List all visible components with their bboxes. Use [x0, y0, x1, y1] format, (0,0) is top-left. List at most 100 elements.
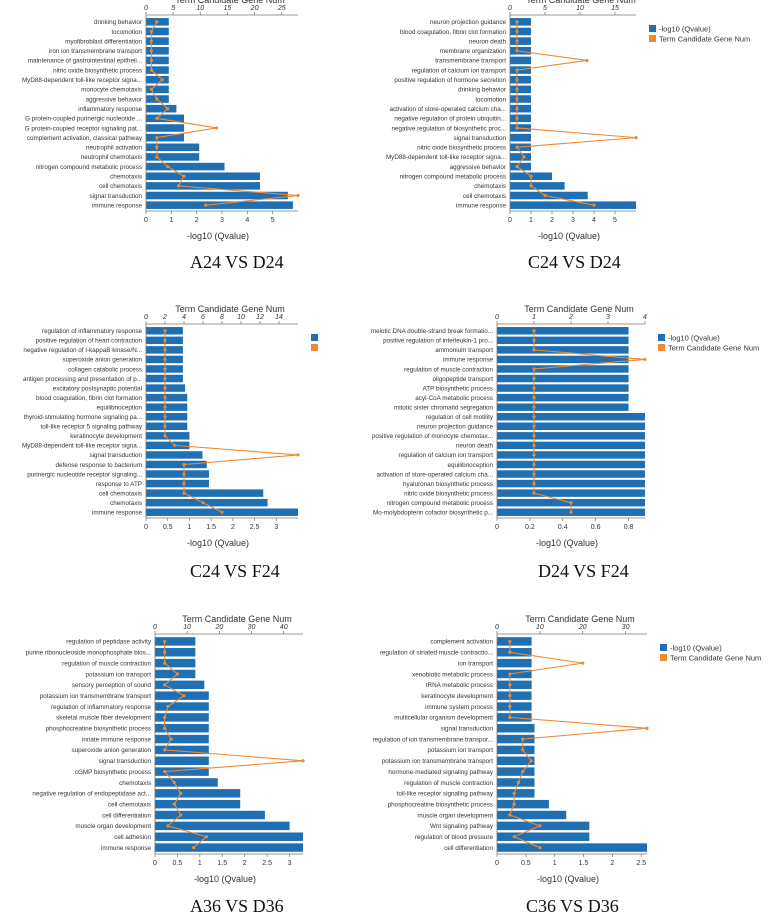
gene-num-point [532, 376, 536, 381]
x-tick-label: 2.5 [250, 524, 260, 531]
category-label: aggressive behavior [86, 96, 142, 103]
gene-num-point [296, 453, 300, 457]
gene-num-point [301, 759, 305, 763]
gene-num-point [163, 770, 167, 774]
gene-num-point [508, 715, 512, 719]
bar [497, 365, 629, 373]
bar [146, 201, 293, 209]
legend-line-swatch [311, 344, 318, 351]
x-tick-label: 1.5 [206, 524, 216, 531]
x-tick-label: 0 [495, 860, 499, 867]
bar [146, 162, 225, 171]
bar [146, 451, 203, 459]
category-label: cGMP biosynthetic process [75, 769, 151, 776]
gene-num-point [532, 396, 536, 400]
category-label: neutrophil activation [86, 145, 143, 152]
category-label: potassium ion transport [428, 747, 494, 754]
gene-num-point [296, 193, 300, 198]
x-tick-label: 2 [243, 860, 247, 867]
category-label: chemotaxis [110, 174, 142, 181]
bar [497, 756, 535, 765]
legend-bar-label: -log10 (Qvalue) [659, 25, 711, 34]
x2-axis-title: Term Candidate Gene Num [182, 614, 292, 624]
x2-tick-label: 40 [280, 624, 288, 631]
bar [146, 191, 288, 200]
bar [510, 75, 531, 84]
gene-num-point [569, 510, 573, 514]
category-label: antigen processing and presentation of p… [23, 376, 142, 383]
x2-tick-label: 15 [224, 5, 232, 12]
bar [155, 799, 241, 809]
x2-tick-label: 10 [237, 314, 245, 321]
chart-panel-1: drinking behavior locomotion myofibroblast… [22, 0, 300, 272]
x2-tick-label: 10 [536, 624, 544, 631]
bar [155, 734, 209, 744]
category-label: signal transduction [440, 726, 493, 733]
gene-num-point [192, 845, 196, 850]
category-label: Mo-molybdopterin cofactor biosynthetic p… [373, 510, 493, 517]
bar [155, 648, 196, 657]
bar [497, 810, 567, 820]
category-label: phosphocreatine biosynthetic process [388, 801, 493, 808]
x-tick-label: 5 [271, 217, 275, 224]
category-label: regulation of peptidase activity [66, 639, 152, 646]
gene-num-point [175, 672, 180, 676]
bar [510, 104, 531, 113]
x-tick-label: 0.4 [558, 524, 568, 531]
x-tick-label: 1 [553, 860, 557, 867]
x-tick-label: 3 [288, 860, 292, 867]
gene-num-point [515, 87, 519, 91]
bar [155, 832, 303, 841]
bar [155, 669, 196, 679]
category-label: regulation of striated muscle contractio… [380, 650, 493, 657]
category-label: chemotaxis [474, 183, 506, 190]
category-label: ATP biosynthetic process [423, 385, 493, 392]
bar [155, 680, 205, 690]
bar [155, 658, 196, 668]
gene-num-point [515, 107, 519, 111]
bar [497, 346, 629, 354]
gene-num-point [515, 97, 519, 101]
chart-panel-6: complement activation regulation of stria… [373, 614, 762, 916]
bar [146, 172, 260, 180]
x2-tick-label: 0 [495, 314, 499, 321]
x2-tick-label: 0 [508, 5, 512, 12]
gene-num-point [515, 116, 519, 120]
x2-tick-label: 30 [248, 624, 256, 631]
bar [146, 85, 169, 94]
category-label: myofibroblast differentiation [65, 38, 142, 45]
category-label: multicellular organism development [394, 715, 493, 722]
category-label: collagen catabolic process [68, 366, 142, 373]
legend-line-swatch [658, 344, 665, 351]
category-label: regulation of muscle contraction [404, 780, 493, 787]
category-label: neuron projection guidance [417, 424, 493, 431]
gene-num-point [645, 726, 649, 730]
x-tick-label: 4 [245, 217, 249, 224]
gene-num-point [592, 203, 596, 207]
bar [497, 451, 645, 459]
category-label: muscle organ development [75, 823, 151, 830]
gene-num-point [512, 835, 516, 839]
gene-num-line [163, 641, 304, 849]
legend-bar-label: -log10 (Qvalue) [668, 334, 720, 343]
bar [146, 432, 190, 440]
x2-tick-label: 3 [606, 314, 610, 321]
bar [497, 648, 532, 657]
gene-num-point [163, 405, 167, 409]
x-tick-label: 1.5 [579, 860, 589, 867]
gene-num-point [163, 661, 167, 665]
category-label: neutrophil chemotaxis [81, 154, 142, 161]
bar [146, 27, 169, 36]
gene-num-point [166, 704, 170, 709]
x2-tick-label: 12 [256, 314, 264, 321]
category-label: potassium ion transport [86, 671, 152, 678]
gene-num-point [634, 136, 638, 140]
category-label: blood coagulation, fibrin clot formation [400, 29, 507, 36]
x2-tick-label: 30 [622, 624, 630, 631]
legend-bar-swatch [660, 644, 667, 651]
category-label: defense response to bacterium [56, 462, 142, 469]
bar [155, 843, 303, 852]
bar [497, 403, 629, 411]
bar [497, 799, 549, 809]
x2-axis-title: Term Candidate Gene Num [175, 0, 285, 5]
